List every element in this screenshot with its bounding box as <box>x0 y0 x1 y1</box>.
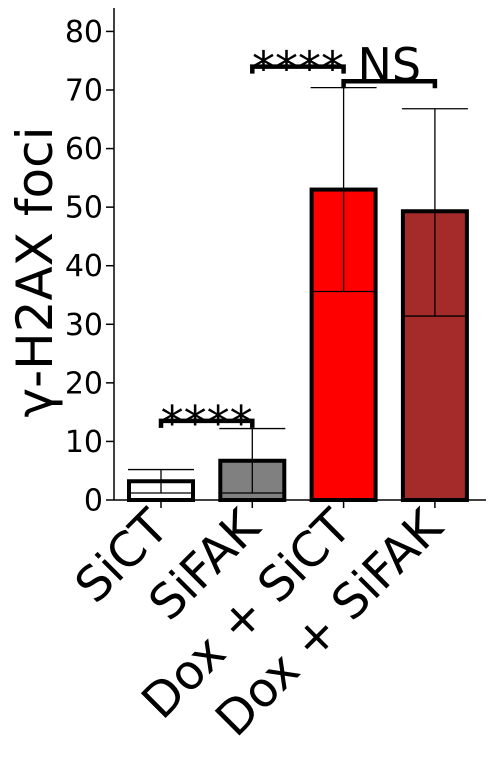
y-tick-label: 20 <box>65 366 103 401</box>
significance-bracket <box>341 78 438 89</box>
y-tick-label: 0 <box>84 484 103 519</box>
y-tick-label: 60 <box>65 132 103 167</box>
significance-label: **** <box>161 396 253 450</box>
y-axis-label: γ-H2AX foci <box>6 127 64 418</box>
y-ticks: 0 10 20 30 40 50 60 70 80 <box>65 15 114 519</box>
y-tick-label: 80 <box>65 15 103 50</box>
significance-annotations: ******** NS <box>158 38 438 450</box>
y-tick-label: 50 <box>65 191 103 226</box>
bar-4 <box>400 209 469 502</box>
significance-label: NS <box>357 38 421 92</box>
significance-label: **** <box>252 42 344 96</box>
significance-bracket <box>250 64 346 74</box>
y-tick-label: 30 <box>65 308 103 343</box>
y-tick-label: 40 <box>65 249 103 284</box>
error-bars <box>128 87 468 494</box>
bars <box>127 187 469 502</box>
y-tick-label: 10 <box>65 425 103 460</box>
y-tick-label: 70 <box>65 74 103 109</box>
significance-bracket <box>158 418 255 428</box>
